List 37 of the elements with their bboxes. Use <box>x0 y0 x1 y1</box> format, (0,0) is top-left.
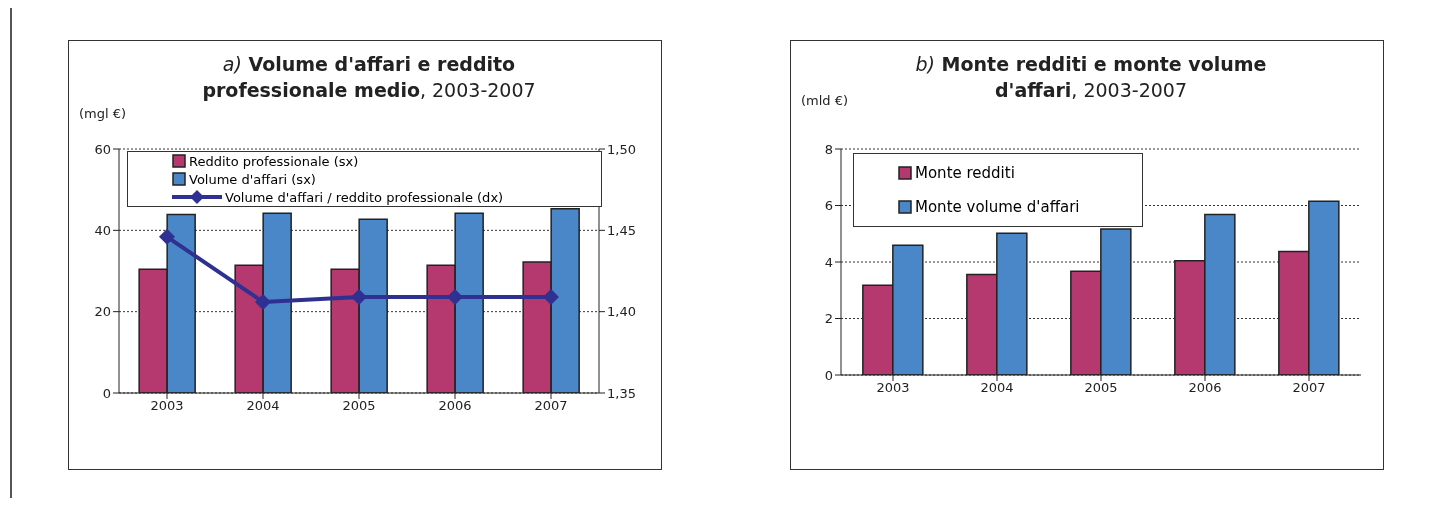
x-tick-label: 2005 <box>1084 380 1118 396</box>
x-tick-label: 2004 <box>980 380 1014 396</box>
y-axis-title: (mgl €) <box>79 106 127 121</box>
point <box>447 289 463 306</box>
y2-tick-label: 1,45 <box>607 222 636 238</box>
x-tick-label: 2007 <box>534 398 568 414</box>
x-tick-label: 2007 <box>1292 380 1326 396</box>
point <box>255 293 271 310</box>
y2-tick-label: 1,35 <box>607 385 636 401</box>
y-tick-label: 8 <box>824 141 833 157</box>
y2-tick-label: 1,50 <box>607 141 636 157</box>
y-tick-label: 6 <box>824 198 833 214</box>
point <box>351 289 367 306</box>
y-tick-label: 2 <box>824 311 833 327</box>
x-tick-label: 2004 <box>246 398 280 414</box>
y-tick-label: 40 <box>94 222 111 238</box>
legend-label: Monte redditi <box>915 164 1015 182</box>
y-tick-label: 0 <box>102 385 111 401</box>
legend-label: Volume d'affari / reddito professionale (dx) <box>225 189 504 205</box>
chart-title: a) Volume d'affari e reddito professionale medio, 2003-2007 <box>201 52 537 103</box>
legend-label: Volume d'affari (sx) <box>189 171 316 187</box>
x-tick-label: 2005 <box>342 398 376 414</box>
y-axis-title: (mld €) <box>801 93 849 108</box>
y2-tick-label: 1,40 <box>607 304 636 320</box>
chart-title: b) Monte redditi e monte volume d'affari, 2003-2007 <box>914 52 1268 103</box>
y-tick-label: 0 <box>824 367 833 383</box>
x-tick-label: 2003 <box>150 398 184 414</box>
point <box>543 289 559 306</box>
x-tick-label: 2006 <box>438 398 472 414</box>
x-tick-label: 2006 <box>1188 380 1222 396</box>
y-tick-label: 20 <box>94 304 111 320</box>
x-tick-label: 2003 <box>876 380 910 396</box>
y-tick-label: 4 <box>824 254 833 270</box>
y-tick-label: 60 <box>94 141 111 157</box>
point <box>159 228 175 245</box>
legend-label: Monte volume d'affari <box>915 198 1080 216</box>
legend-label: Reddito professionale (sx) <box>189 153 359 169</box>
